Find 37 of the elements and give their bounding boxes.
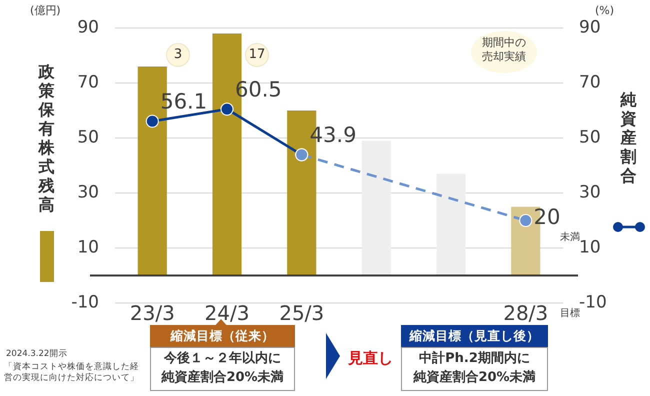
y2-tick-label: 30 xyxy=(579,182,601,202)
y2-tick-label: 70 xyxy=(579,72,601,92)
y2-tick-label: -10 xyxy=(579,292,607,312)
y2-axis-title: 純資産割合 xyxy=(620,90,637,185)
y-tick-label: -10 xyxy=(71,292,99,312)
text: (億円) xyxy=(30,4,61,18)
x-tick-label: 25/3 xyxy=(279,301,324,326)
point xyxy=(146,114,159,128)
x-tick-label: 23/3 xyxy=(130,301,175,326)
text: 見直し xyxy=(348,349,393,367)
text: 目標 xyxy=(560,308,580,320)
y-tick-label: 50 xyxy=(77,127,99,148)
annotation: 期間中の売却実績 xyxy=(471,31,537,73)
y-tick-label: 10 xyxy=(77,237,99,258)
text: 「資本コストや株価を意識した経営の実現に向けた対応について」 xyxy=(4,362,140,385)
annotation: 17 xyxy=(245,43,269,67)
text: (%) xyxy=(595,4,614,18)
text: 縮減目標（見直し後） xyxy=(401,325,548,347)
point xyxy=(220,102,234,116)
text: 中計Ph.2期間内に純資産割合20%未満 xyxy=(401,347,548,391)
text: 今後１～２年以内に純資産割合20%未満 xyxy=(150,347,295,391)
annotation: 未満 xyxy=(560,232,580,244)
text: 縮減目標（従来） xyxy=(150,325,295,347)
y2-tick-label: 90 xyxy=(579,17,601,38)
bar xyxy=(362,140,391,276)
y-tick-label: 90 xyxy=(77,17,99,38)
x-tick-label: 28/3 xyxy=(503,301,548,326)
y2-tick-label: 10 xyxy=(579,237,601,258)
y-tick-label: 30 xyxy=(77,182,99,202)
annotation: 3 xyxy=(166,43,190,67)
y2-tick-label: 50 xyxy=(579,127,601,148)
y-tick-label: 70 xyxy=(77,72,99,92)
x-tick-label: 24/3 xyxy=(204,301,250,326)
point xyxy=(519,214,532,227)
text: 2024.3.22開示 xyxy=(6,349,68,360)
y-axis-title: 政策保有株式残高 xyxy=(38,62,55,214)
bar xyxy=(436,174,466,276)
